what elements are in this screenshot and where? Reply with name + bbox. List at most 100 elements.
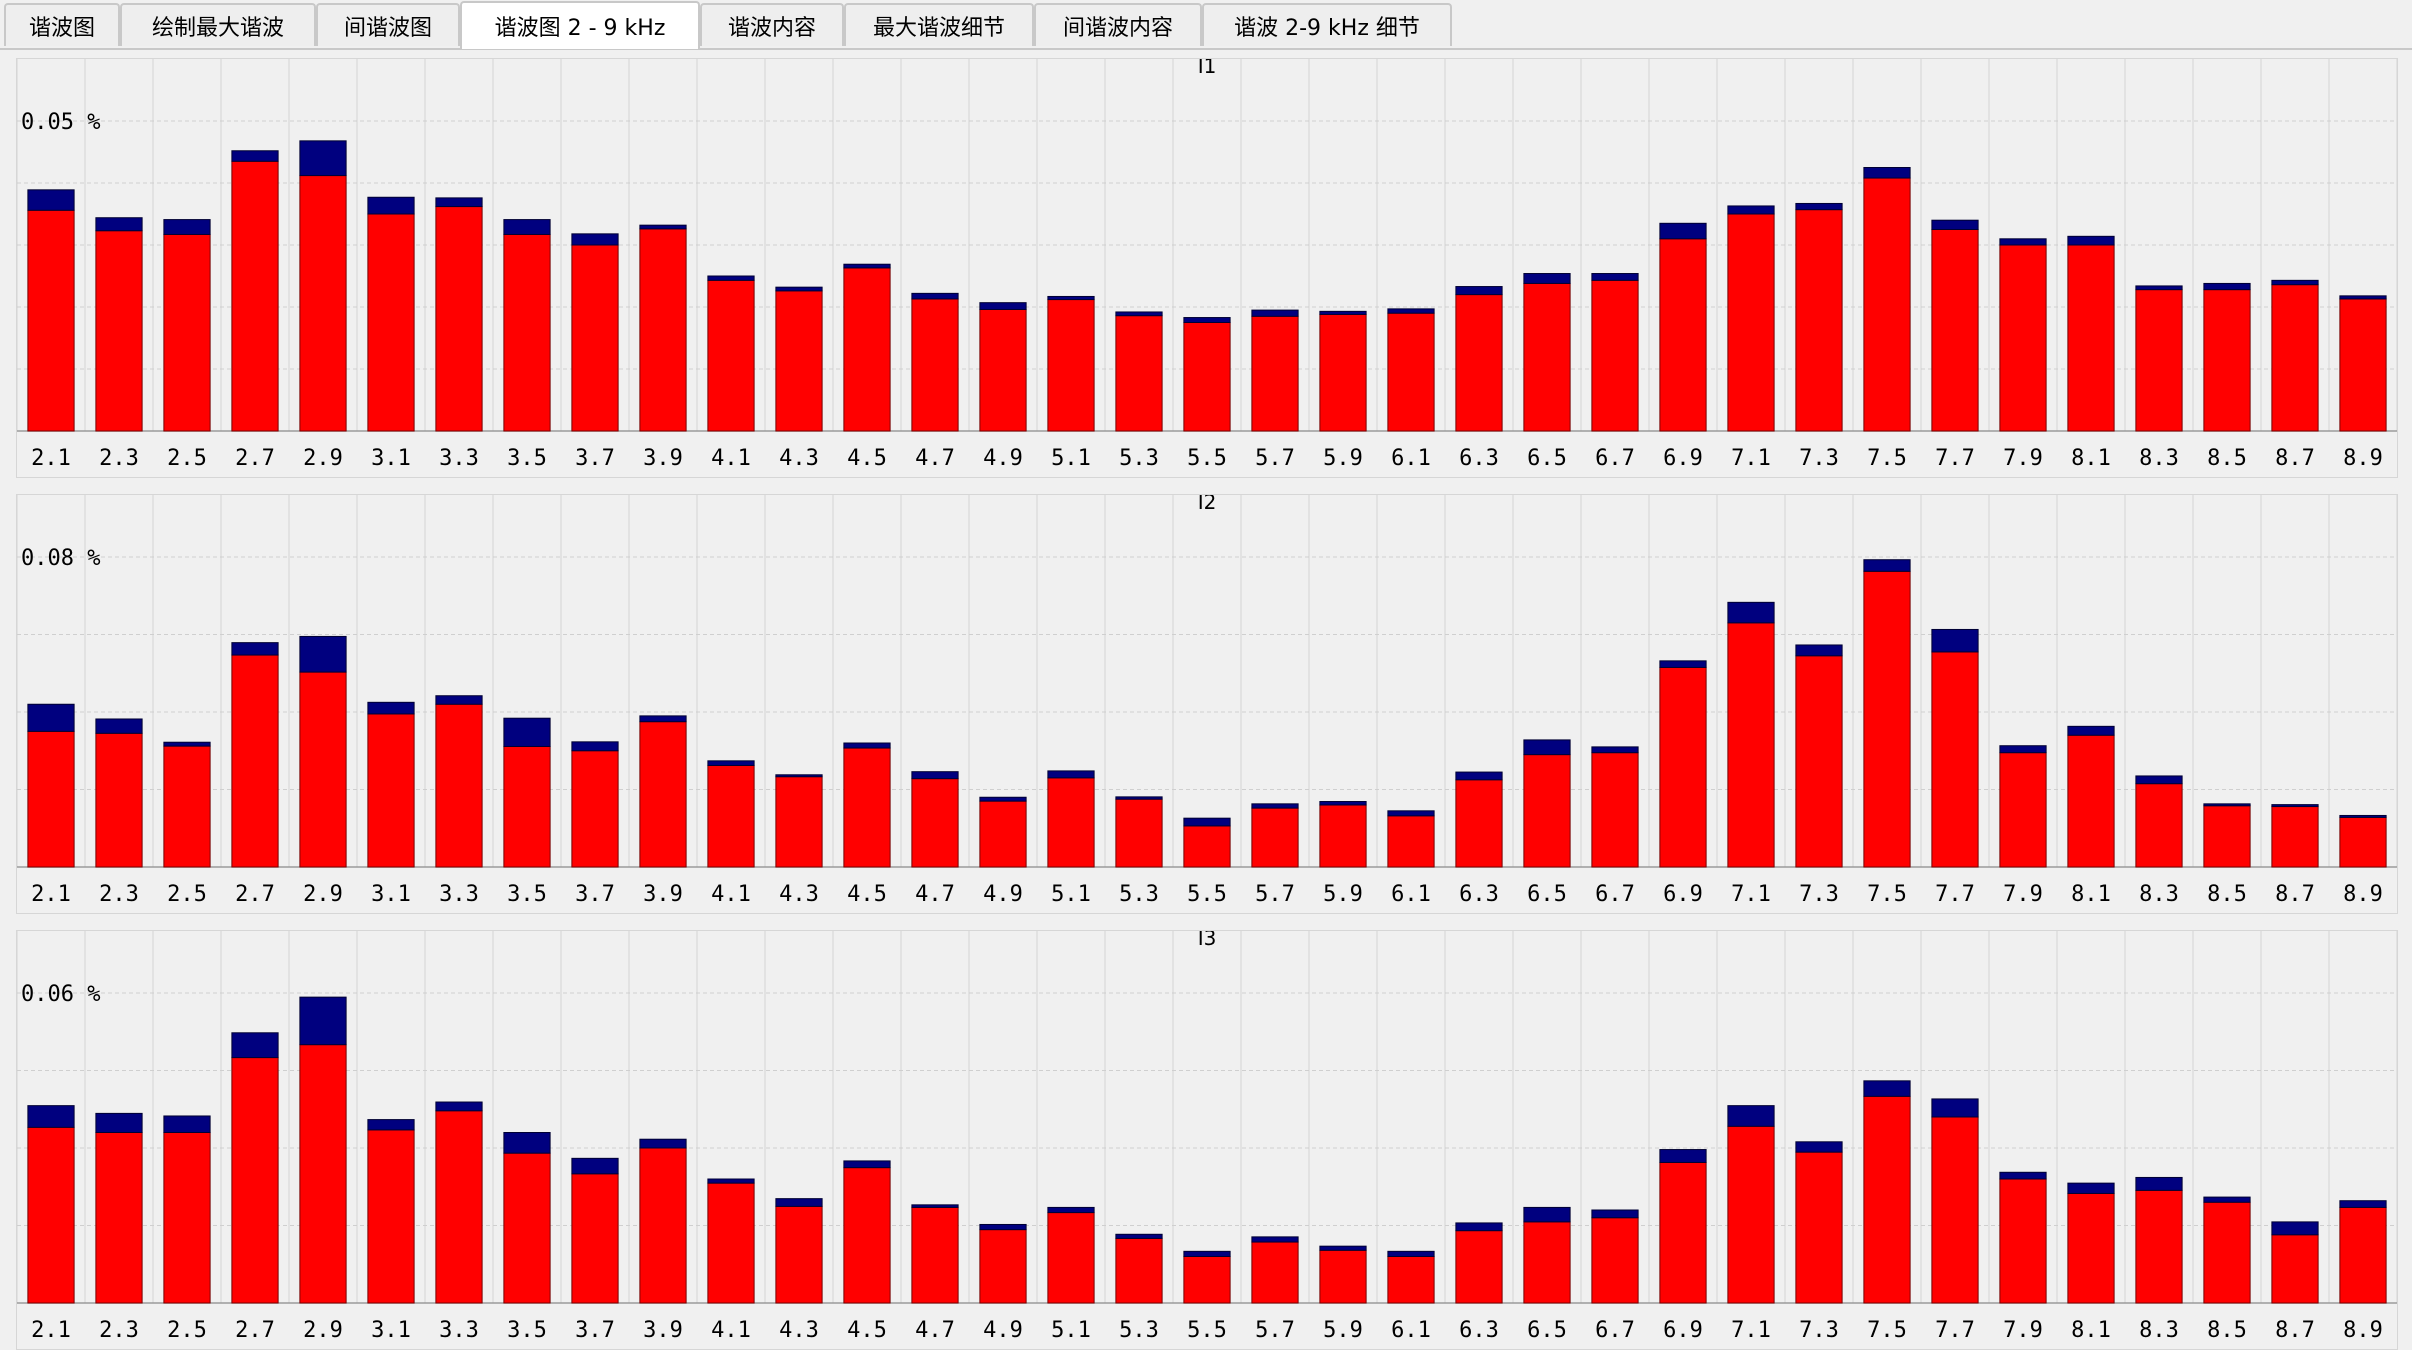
bar-main (2271, 806, 2319, 868)
bar-main (1795, 1151, 1843, 1304)
tab-interharmonic-chart[interactable]: 间谐波图 (316, 3, 460, 46)
x-tick-label: 6.5 (1527, 1318, 1567, 1343)
x-tick-label: 8.1 (2071, 882, 2111, 907)
bar-main (163, 1132, 211, 1304)
bar-main (2203, 805, 2251, 868)
x-tick-label: 8.5 (2207, 446, 2247, 471)
bar-top (1251, 803, 1299, 809)
bar-main (1999, 244, 2047, 432)
y-tick-label: 0.05 % (21, 110, 100, 135)
bar-main (1319, 1249, 1367, 1304)
bar-top (231, 1032, 279, 1059)
bar-top (571, 1157, 619, 1175)
bar-top (2135, 1176, 2183, 1191)
bar-main (571, 750, 619, 868)
bar-main (775, 290, 823, 432)
bar-main (843, 267, 891, 432)
bar-top (367, 701, 415, 715)
bar-main (435, 703, 483, 868)
bar-main (1523, 1221, 1571, 1304)
bar-main (843, 1167, 891, 1304)
x-tick-label: 8.3 (2139, 446, 2179, 471)
tab-plot-max-harmonic[interactable]: 绘制最大谐波 (120, 3, 316, 46)
bar-top (1115, 796, 1163, 800)
bar-top (1795, 644, 1843, 657)
x-tick-label: 2.1 (31, 882, 71, 907)
bar-main (1795, 655, 1843, 868)
bar-top (911, 292, 959, 300)
bar-main (1591, 279, 1639, 432)
bar-main (639, 721, 687, 868)
x-tick-label: 7.1 (1731, 882, 1771, 907)
chart-title: I1 (1198, 59, 1217, 78)
tab-harmonic-2-9khz-detail[interactable]: 谐波 2-9 kHz 细节 (1202, 3, 1452, 46)
bar-main (2135, 1189, 2183, 1304)
x-tick-label: 6.5 (1527, 446, 1567, 471)
bar-top (843, 1160, 891, 1169)
bar-main (2067, 734, 2115, 868)
bar-top (2203, 282, 2251, 291)
bar-main (1931, 651, 1979, 868)
bar-main (163, 233, 211, 432)
x-tick-label: 5.1 (1051, 446, 1091, 471)
chart-title: I3 (1198, 931, 1217, 950)
x-tick-label: 4.7 (915, 882, 955, 907)
tab-interharmonic-content[interactable]: 间谐波内容 (1034, 3, 1202, 46)
bar-top (1999, 1171, 2047, 1180)
bar-top (1251, 309, 1299, 317)
bar-top (1047, 1206, 1095, 1214)
x-tick-label: 5.3 (1119, 446, 1159, 471)
bar-main (1931, 1116, 1979, 1304)
x-tick-label: 5.5 (1187, 1318, 1227, 1343)
bar-top (2339, 814, 2387, 818)
bar-top (639, 224, 687, 230)
x-tick-label: 5.3 (1119, 882, 1159, 907)
bar-main (1455, 294, 1503, 432)
x-tick-label: 5.7 (1255, 882, 1295, 907)
bar-top (299, 635, 347, 673)
bar-top (435, 1101, 483, 1112)
tab-max-harmonic-detail[interactable]: 最大谐波细节 (844, 3, 1034, 46)
bar-top (2135, 285, 2183, 291)
x-tick-label: 4.3 (779, 1318, 819, 1343)
bar-top (775, 286, 823, 292)
bar-main (979, 1229, 1027, 1304)
bar-top (2339, 1200, 2387, 1208)
x-tick-label: 7.9 (2003, 446, 2043, 471)
bar-top (707, 1178, 755, 1184)
bar-top (503, 1132, 551, 1154)
x-tick-label: 6.7 (1595, 446, 1635, 471)
x-tick-label: 7.7 (1935, 882, 1975, 907)
x-tick-label: 3.7 (575, 1318, 615, 1343)
bar-top (1047, 770, 1095, 779)
bar-top (979, 1223, 1027, 1231)
x-tick-label: 4.5 (847, 1318, 887, 1343)
bar-main (707, 279, 755, 432)
bar-top (1319, 1245, 1367, 1251)
bar-main (1659, 238, 1707, 432)
x-tick-label: 5.7 (1255, 446, 1295, 471)
bar-main (979, 800, 1027, 868)
x-tick-label: 6.3 (1459, 1318, 1499, 1343)
bar-top (163, 219, 211, 235)
bar-top (843, 742, 891, 749)
bar-top (1455, 771, 1503, 781)
x-tick-label: 2.7 (235, 882, 275, 907)
bar-main (1047, 299, 1095, 432)
tab-harmonic-content[interactable]: 谐波内容 (700, 3, 844, 46)
x-tick-label: 6.9 (1663, 882, 1703, 907)
bar-main (707, 1182, 755, 1304)
bar-main (911, 298, 959, 432)
x-tick-label: 4.5 (847, 882, 887, 907)
bar-main (1999, 752, 2047, 868)
tab-harmonic-2-9khz[interactable]: 谐波图 2 - 9 kHz (460, 1, 700, 49)
bar-main (95, 732, 143, 868)
bar-main (2203, 1201, 2251, 1304)
bar-main (1251, 315, 1299, 432)
tab-harmonic-chart[interactable]: 谐波图 (4, 3, 120, 46)
bar-top (2067, 1182, 2115, 1194)
x-tick-label: 5.1 (1051, 1318, 1091, 1343)
x-tick-label: 8.1 (2071, 446, 2111, 471)
chart-panel-1: 2.1 2.3 2.5 2.7 2.9 3.1 3.3 3.5 3.7 3.9 4.1 4.3 4.5 4… (16, 58, 2398, 478)
x-tick-label: 7.5 (1867, 882, 1907, 907)
